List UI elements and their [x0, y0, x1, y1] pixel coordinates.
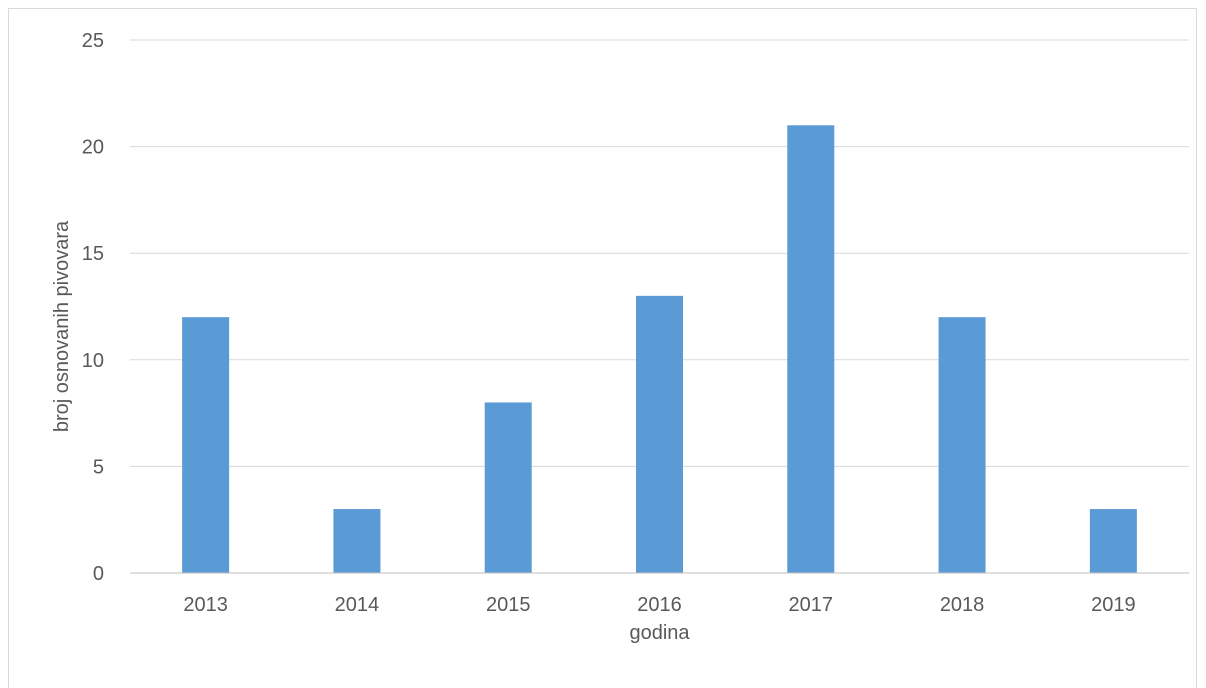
bar-2015 — [484, 402, 532, 573]
bar-2019 — [1089, 509, 1137, 573]
x-tick-label: 2013 — [183, 594, 228, 616]
x-axis-ticks: 2013 2014 2015 2016 2017 2018 2019 — [183, 594, 1135, 616]
x-tick-label: 2017 — [789, 594, 834, 616]
bar-2017 — [787, 125, 835, 573]
y-axis-title: broj osnovanih pivovara — [51, 220, 73, 432]
bar-2014 — [333, 509, 381, 573]
y-axis-ticks: 0 5 10 15 20 25 — [82, 30, 104, 585]
x-tick-label: 2019 — [1091, 594, 1136, 616]
bars — [182, 125, 1137, 573]
bar-2016 — [636, 295, 683, 573]
y-tick-label: 15 — [82, 243, 104, 265]
bar-2013 — [182, 317, 230, 573]
x-tick-label: 2018 — [940, 594, 985, 616]
y-tick-label: 10 — [82, 350, 104, 372]
y-tick-label: 5 — [93, 456, 104, 478]
x-tick-label: 2015 — [486, 594, 531, 616]
y-tick-label: 0 — [93, 563, 104, 585]
x-axis-title: godina — [629, 622, 690, 644]
x-tick-label: 2016 — [637, 594, 682, 616]
y-tick-label: 25 — [82, 30, 104, 52]
x-tick-label: 2014 — [335, 594, 380, 616]
bar-2018 — [938, 317, 986, 573]
y-tick-label: 20 — [82, 137, 104, 159]
